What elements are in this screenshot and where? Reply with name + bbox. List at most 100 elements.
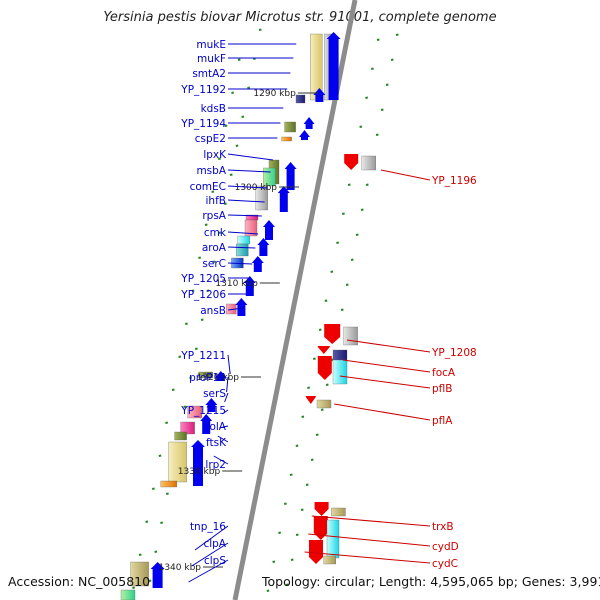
gene-arrow-YP_1206: [243, 276, 256, 296]
gene-box-lrp2: [168, 441, 187, 483]
gene-label-serC: serC: [202, 258, 226, 270]
gene-label-rpsA: rpsA: [202, 210, 226, 222]
gene-label-proP12: proP12: [189, 372, 226, 384]
gene-label-ihfB: ihfB: [206, 195, 226, 207]
gene-label-lrp2: lrp2: [205, 459, 226, 471]
gene-box-pflA: [316, 399, 332, 409]
forward-guide-dash: [235, 144, 239, 147]
gene-leader-focA: [342, 359, 431, 373]
gene-leader-cydD: [308, 533, 431, 547]
reverse-outer-dash: [375, 133, 379, 136]
gene-box-comEC: [255, 185, 268, 211]
forward-guide-dash: [194, 347, 198, 350]
forward-guide-dash: [241, 115, 245, 118]
gene-label-YP_1206: YP_1206: [180, 289, 226, 301]
gene-leader-cydC: [304, 551, 431, 564]
forward-guide-dash: [165, 492, 169, 495]
reverse-outer-dash: [360, 208, 364, 211]
reverse-guide-dash: [365, 96, 369, 99]
gene-arrow-smtA2: [313, 88, 326, 102]
forward-outer-dash: [198, 256, 202, 259]
gene-arrow-ansB: [235, 298, 248, 316]
gene-box-clpA: [130, 561, 149, 587]
reverse-outer-dash: [300, 508, 304, 511]
gene-box-cydC: [323, 555, 336, 565]
forward-guide-dash: [229, 173, 233, 176]
gene-arrow-kdsB: [303, 117, 315, 129]
forward-outer-dash: [145, 520, 149, 523]
gene-box-serS: [187, 405, 202, 419]
reverse-guide-dash: [283, 502, 287, 505]
gene-leader-lpxK: [227, 153, 274, 161]
ruler-label: 1300 kbp: [235, 183, 278, 193]
gene-leader-YP_1211: [227, 354, 231, 375]
gene-leader-lolA: [219, 425, 229, 429]
forward-guide-dash: [200, 318, 204, 321]
gene-box-cspE2: [281, 136, 292, 142]
gene-leader-trxB: [311, 515, 431, 527]
gene-leader-msbA: [227, 169, 271, 173]
gene-leader-aroA: [227, 246, 256, 249]
reverse-outer-dash: [390, 58, 394, 61]
gene-label-clpA: clpA: [203, 538, 226, 550]
gene-label-lpxK: lpxK: [203, 149, 227, 161]
forward-guide-dash: [258, 28, 262, 31]
reverse-guide-dash: [318, 328, 322, 331]
gene-label-trxB: trxB: [432, 521, 454, 533]
forward-outer-dash: [191, 289, 195, 292]
forward-guide-dash: [218, 231, 222, 234]
reverse-guide-dash: [330, 270, 334, 273]
reverse-outer-dash: [350, 258, 354, 261]
forward-guide-dash: [154, 550, 158, 553]
forward-guide-dash: [148, 579, 152, 582]
reverse-outer-dash: [355, 233, 359, 236]
gene-label-smtA2: smtA2: [192, 68, 226, 80]
gene-label-YP_1208: YP_1208: [431, 347, 477, 359]
gene-arrow-rpsA: [263, 220, 275, 240]
gene-leader-clpS: [188, 559, 229, 583]
gene-label-lolA: lolA: [207, 421, 227, 433]
gene-arrow-serS: [205, 398, 218, 412]
gene-arrow-serC: [251, 256, 264, 272]
gene-label-aroA: aroA: [202, 242, 227, 254]
gene-arrow-pflA: [305, 396, 316, 404]
gene-label-clpS: clpS: [204, 555, 226, 567]
forward-guide-dash: [183, 405, 187, 408]
gene-leader-lrp2: [213, 455, 229, 465]
gene-arrow-lrp2: [191, 440, 205, 486]
gene-arrow-YP_1196: [344, 154, 359, 170]
reverse-guide-dash: [376, 38, 380, 41]
reverse-guide-dash: [359, 125, 363, 128]
forward-outer-dash: [171, 388, 175, 391]
reverse-guide-dash: [295, 444, 299, 447]
ruler-label: 1320 kbp: [197, 373, 240, 383]
gene-box-YP_1196: [361, 155, 376, 171]
gene-label-ftsK: ftsK: [206, 437, 227, 449]
gene-label-YP_1211: YP_1211: [180, 350, 226, 362]
reverse-outer-dash: [395, 33, 399, 36]
gene-label-cspE2: cspE2: [195, 133, 226, 145]
gene-leader-pflB: [339, 375, 431, 389]
gene-box-YP_1208: [343, 326, 358, 346]
reverse-outer-dash: [385, 83, 389, 86]
gene-leader-serC: [227, 262, 253, 265]
gene-arrow-focA: [317, 346, 330, 354]
gene-leader-serS: [224, 392, 229, 403]
forward-guide-dash: [223, 202, 227, 205]
gene-box-aroA: [236, 243, 249, 257]
ruler-label: 1330 kbp: [178, 467, 221, 477]
gene-label-ansB: ansB: [200, 305, 226, 317]
forward-outer-dash: [132, 586, 136, 589]
map-title: Yersinia pestis biovar Microtus str. 910…: [103, 10, 497, 25]
forward-guide-dash: [212, 260, 216, 263]
gene-box-kdsB: [284, 121, 296, 133]
gene-arrow-clpA: [150, 562, 165, 588]
gene-label-cydD: cydD: [432, 541, 459, 553]
gene-arrow-pflB: [317, 356, 332, 380]
gene-arrow-aroA: [257, 238, 270, 256]
reverse-guide-dash: [266, 589, 270, 592]
gene-label-YP_1194: YP_1194: [180, 118, 226, 130]
gene-arrow-mukE: [326, 32, 341, 100]
